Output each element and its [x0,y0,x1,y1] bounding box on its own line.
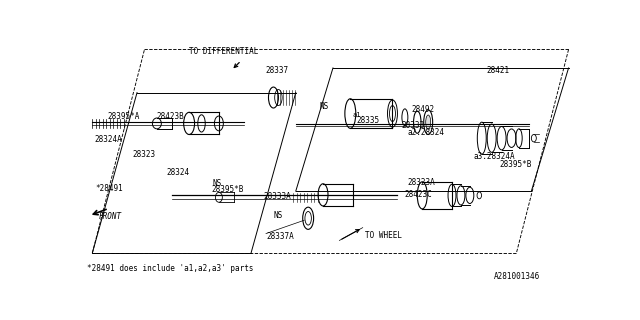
Text: 28423B: 28423B [157,111,184,121]
Text: *28491 does include 'a1,a2,a3' parts: *28491 does include 'a1,a2,a3' parts [88,264,254,273]
Text: 28324: 28324 [167,168,190,177]
Text: 28395*B: 28395*B [499,160,531,169]
Text: 28324A: 28324A [95,135,123,144]
Text: a3.28324A: a3.28324A [474,152,515,161]
Text: 28333A: 28333A [264,192,291,201]
Text: 28395*B: 28395*B [211,185,244,195]
Text: TO DIFFERENTIAL: TO DIFFERENTIAL [189,47,259,56]
Ellipse shape [426,115,431,129]
Text: 28395*A: 28395*A [108,111,140,121]
Text: 28323A: 28323A [408,178,435,187]
Text: NS: NS [213,179,222,188]
Text: 28421: 28421 [486,66,510,75]
Text: 28335: 28335 [356,116,380,125]
Text: 28492: 28492 [412,105,435,114]
Text: 28423C: 28423C [405,190,433,199]
Text: NS: NS [273,211,283,220]
Text: FRONT: FRONT [99,212,122,221]
Text: A281001346: A281001346 [494,272,540,281]
Text: 28337A: 28337A [266,232,294,241]
Text: a2.28324: a2.28324 [408,128,444,137]
Text: TO WHEEL: TO WHEEL [365,231,402,240]
Text: *28491: *28491 [95,184,123,193]
Text: 28323: 28323 [132,150,156,159]
Text: 28333: 28333 [401,121,424,130]
Text: NS: NS [319,102,328,111]
Text: a1.: a1. [353,112,365,118]
Text: 28337: 28337 [265,66,288,75]
